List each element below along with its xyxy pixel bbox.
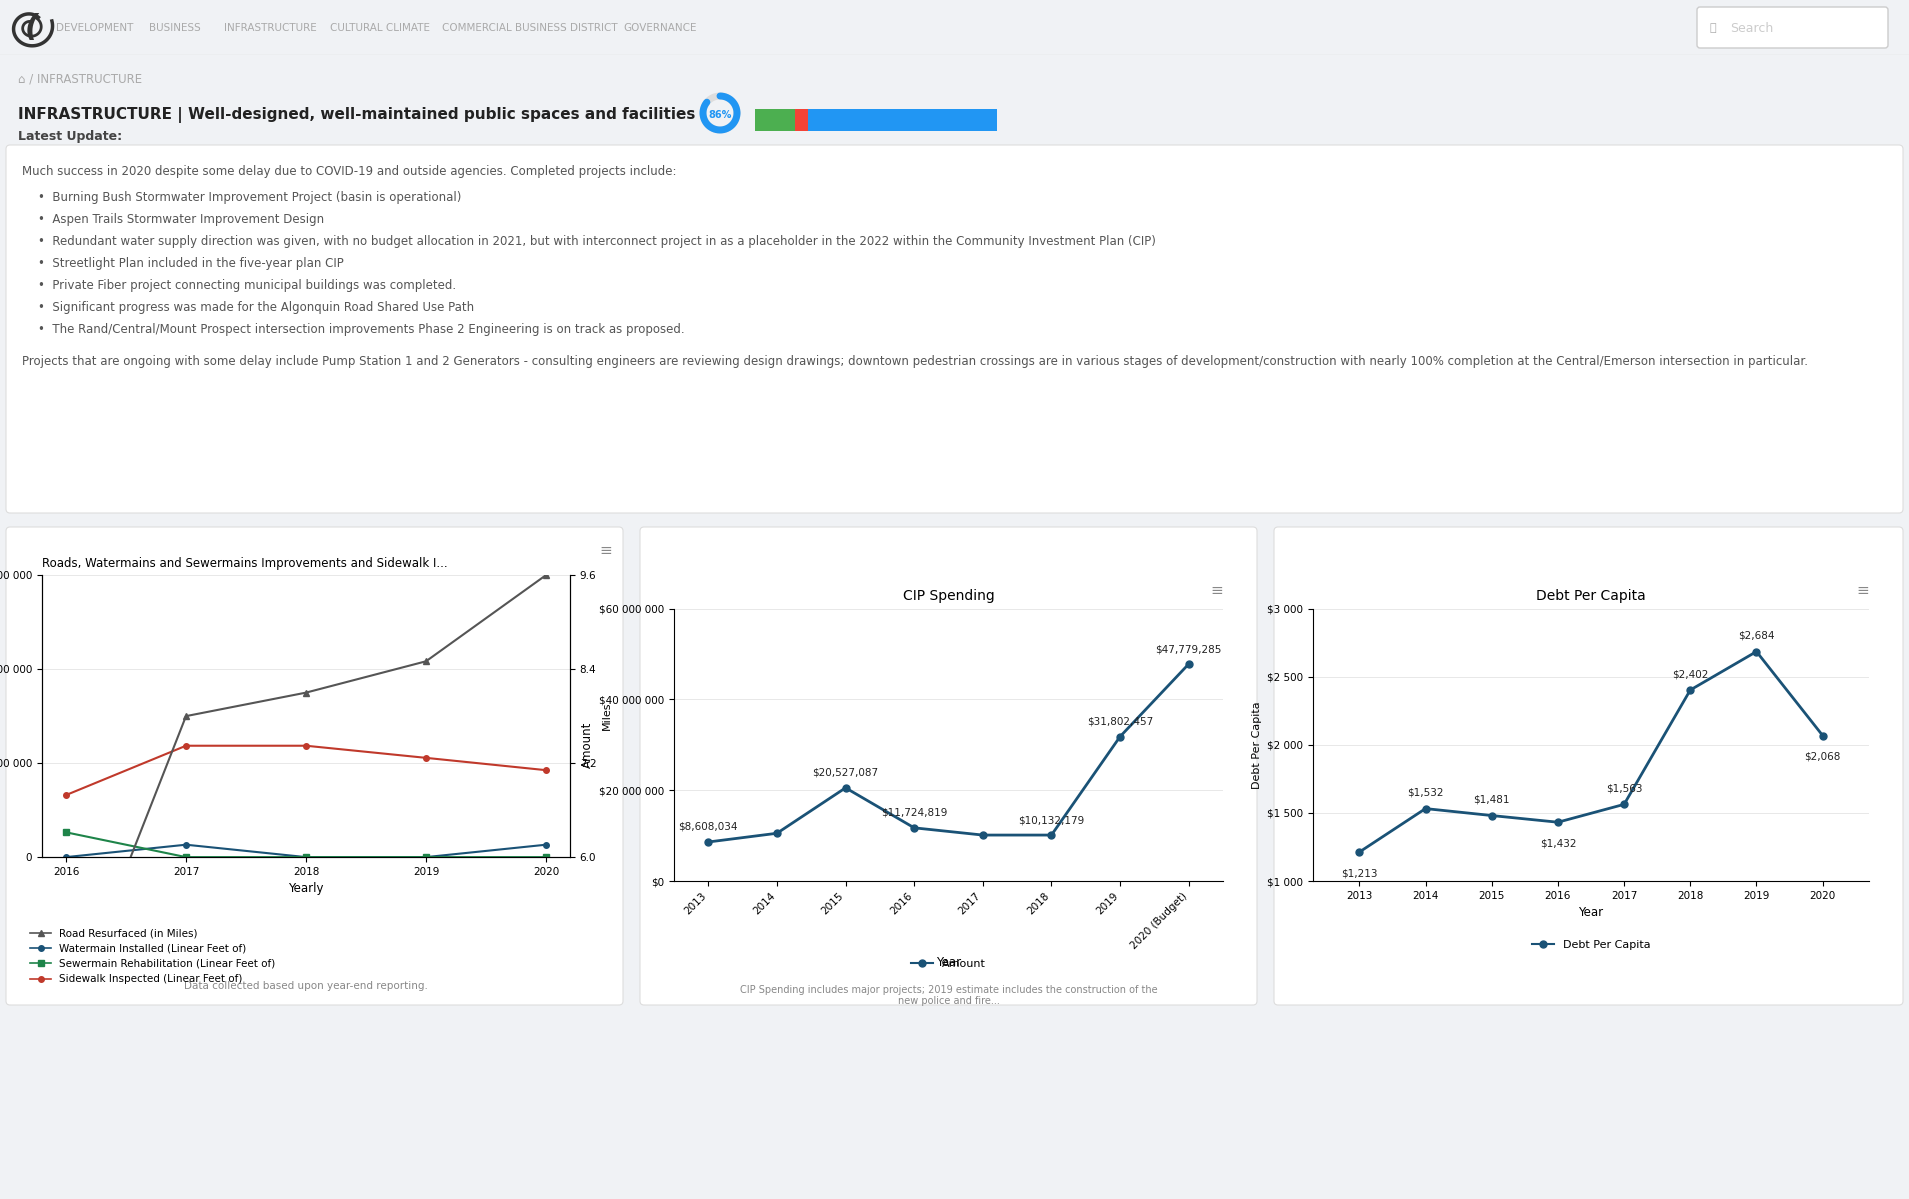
FancyBboxPatch shape: [6, 528, 622, 1005]
Text: Latest Update:: Latest Update:: [17, 129, 122, 143]
Text: CIP Spending includes major projects; 2019 estimate includes the construction of: CIP Spending includes major projects; 20…: [739, 984, 1157, 1006]
Text: Data collected based upon year-end reporting.: Data collected based upon year-end repor…: [183, 981, 428, 992]
Text: Much success in 2020 despite some delay due to COVID-19 and outside agencies. Co: Much success in 2020 despite some delay …: [23, 165, 676, 177]
Text: •  Redundant water supply direction was given, with no budget allocation in 2021: • Redundant water supply direction was g…: [38, 235, 1155, 248]
Text: $1,213: $1,213: [1342, 868, 1378, 879]
Text: Search: Search: [1730, 22, 1773, 35]
Text: $10,132,179: $10,132,179: [1017, 815, 1084, 825]
Text: $1,481: $1,481: [1474, 795, 1510, 805]
Text: $8,608,034: $8,608,034: [678, 823, 739, 832]
FancyBboxPatch shape: [1697, 7, 1888, 48]
Legend: Road Resurfaced (in Miles), Watermain Installed (Linear Feet of), Sewermain Reha: Road Resurfaced (in Miles), Watermain In…: [27, 924, 281, 988]
FancyBboxPatch shape: [6, 145, 1903, 513]
FancyBboxPatch shape: [640, 528, 1256, 1005]
Text: •  Streetlight Plan included in the five-year plan CIP: • Streetlight Plan included in the five-…: [38, 257, 344, 270]
Text: $2,684: $2,684: [1739, 631, 1775, 640]
Text: $1,432: $1,432: [1541, 838, 1577, 849]
Text: •  Private Fiber project connecting municipal buildings was completed.: • Private Fiber project connecting munic…: [38, 279, 456, 293]
FancyBboxPatch shape: [796, 109, 808, 131]
Text: $1,563: $1,563: [1605, 783, 1642, 794]
Text: $1,532: $1,532: [1407, 788, 1443, 797]
FancyBboxPatch shape: [754, 109, 796, 131]
Text: Projects that are ongoing with some delay include Pump Station 1 and 2 Generator: Projects that are ongoing with some dela…: [23, 355, 1808, 368]
Text: $11,724,819: $11,724,819: [880, 808, 947, 818]
Y-axis label: Miles: Miles: [601, 701, 613, 730]
Text: $20,527,087: $20,527,087: [813, 767, 878, 778]
Text: (: (: [25, 13, 38, 42]
Text: $2,068: $2,068: [1804, 752, 1840, 761]
Text: BUSINESS: BUSINESS: [149, 23, 200, 34]
X-axis label: Yearly: Yearly: [288, 882, 325, 896]
Text: COMMERCIAL BUSINESS DISTRICT: COMMERCIAL BUSINESS DISTRICT: [443, 23, 619, 34]
Y-axis label: Amount: Amount: [580, 722, 594, 769]
Text: $47,779,285: $47,779,285: [1155, 644, 1222, 653]
Text: ⌂ / INFRASTRUCTURE: ⌂ / INFRASTRUCTURE: [17, 73, 141, 86]
Title: CIP Spending: CIP Spending: [903, 589, 995, 603]
Text: INFRASTRUCTURE: INFRASTRUCTURE: [223, 23, 317, 34]
Text: 🔍: 🔍: [1710, 23, 1716, 34]
Text: CULTURAL CLIMATE: CULTURAL CLIMATE: [330, 23, 430, 34]
Text: •  Significant progress was made for the Algonquin Road Shared Use Path: • Significant progress was made for the …: [38, 301, 473, 314]
Legend: Amount: Amount: [907, 954, 991, 974]
Text: 86%: 86%: [708, 110, 731, 120]
Text: $31,802,457: $31,802,457: [1086, 717, 1153, 727]
Legend: Debt Per Capita: Debt Per Capita: [1527, 935, 1655, 954]
Text: INFRASTRUCTURE | Well-designed, well-maintained public spaces and facilities: INFRASTRUCTURE | Well-designed, well-mai…: [17, 107, 695, 123]
Text: ≡: ≡: [1210, 583, 1224, 597]
Text: •  The Rand/Central/Mount Prospect intersection improvements Phase 2 Engineering: • The Rand/Central/Mount Prospect inters…: [38, 323, 685, 336]
Text: Roads, Watermains and Sewermains Improvements and Sidewalk I...: Roads, Watermains and Sewermains Improve…: [42, 556, 447, 570]
FancyBboxPatch shape: [808, 109, 996, 131]
FancyBboxPatch shape: [1273, 528, 1903, 1005]
Text: ≡: ≡: [599, 543, 613, 559]
Text: ≡: ≡: [1856, 583, 1869, 597]
Text: DEVELOPMENT: DEVELOPMENT: [55, 23, 134, 34]
Text: •  Burning Bush Stormwater Improvement Project (basin is operational): • Burning Bush Stormwater Improvement Pr…: [38, 191, 462, 204]
Title: Debt Per Capita: Debt Per Capita: [1537, 589, 1646, 603]
Text: $2,402: $2,402: [1672, 669, 1709, 679]
X-axis label: Year: Year: [1579, 906, 1604, 920]
Text: •  Aspen Trails Stormwater Improvement Design: • Aspen Trails Stormwater Improvement De…: [38, 213, 325, 225]
Y-axis label: Debt Per Capita: Debt Per Capita: [1252, 701, 1262, 789]
Text: GOVERNANCE: GOVERNANCE: [622, 23, 697, 34]
X-axis label: Year: Year: [935, 957, 960, 970]
